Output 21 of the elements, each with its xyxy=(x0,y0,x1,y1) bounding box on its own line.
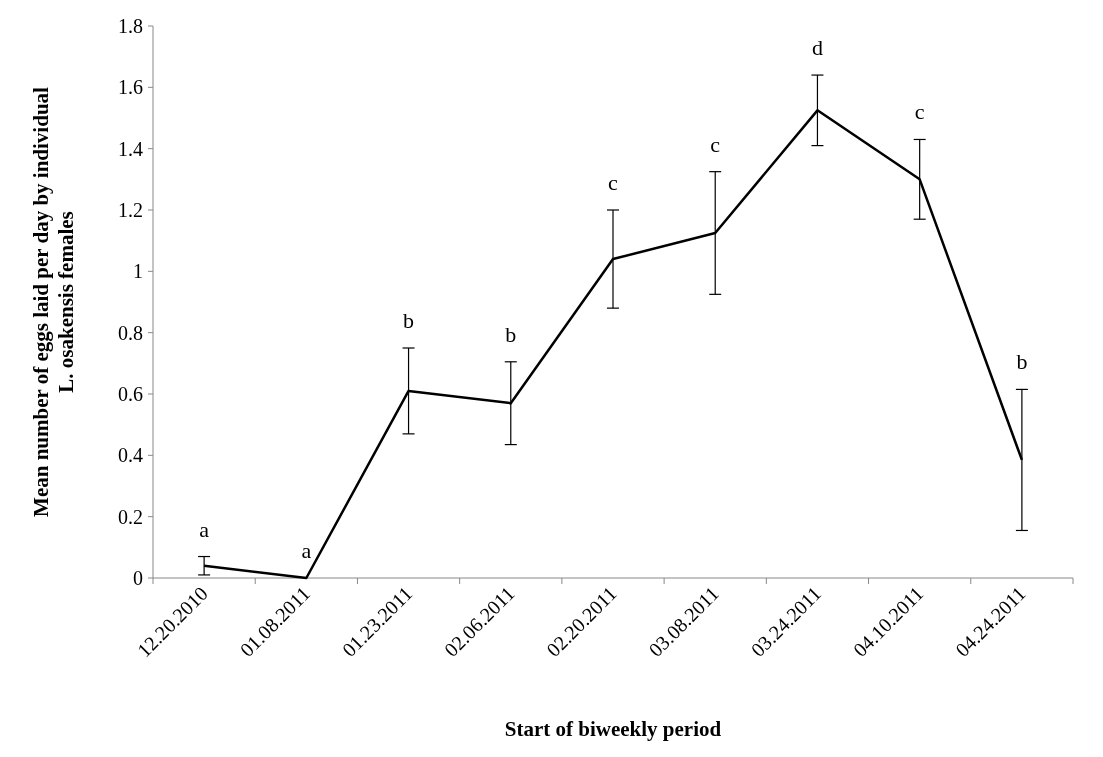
annotation: b xyxy=(403,308,415,333)
y-tick-label: 1.2 xyxy=(118,199,143,221)
annotation: c xyxy=(710,131,721,157)
y-tick-label: 0 xyxy=(133,567,143,589)
annotation: a xyxy=(199,516,210,542)
y-tick-label: 1.4 xyxy=(118,137,143,160)
x-axis-title: Start of biweekly period xyxy=(504,717,722,741)
y-tick-label: 0.4 xyxy=(118,444,143,467)
annotation: c xyxy=(914,99,925,125)
y-tick-label: 1 xyxy=(133,260,143,283)
y-tick-label: 0.2 xyxy=(118,505,143,528)
y-tick-label: 1.6 xyxy=(118,76,143,99)
y-axis-title: Mean number of eggs laid per day by individual L. osakensis females xyxy=(29,86,79,517)
annotation: b xyxy=(1016,349,1028,375)
y-tick-label: 1.8 xyxy=(118,15,143,37)
y-tick-label: 0.8 xyxy=(118,321,143,344)
annotation: c xyxy=(608,170,619,195)
annotation: b xyxy=(505,321,517,347)
annotation: d xyxy=(811,35,823,61)
annotation: a xyxy=(301,538,312,563)
y-tick-label: 0.6 xyxy=(118,383,143,405)
